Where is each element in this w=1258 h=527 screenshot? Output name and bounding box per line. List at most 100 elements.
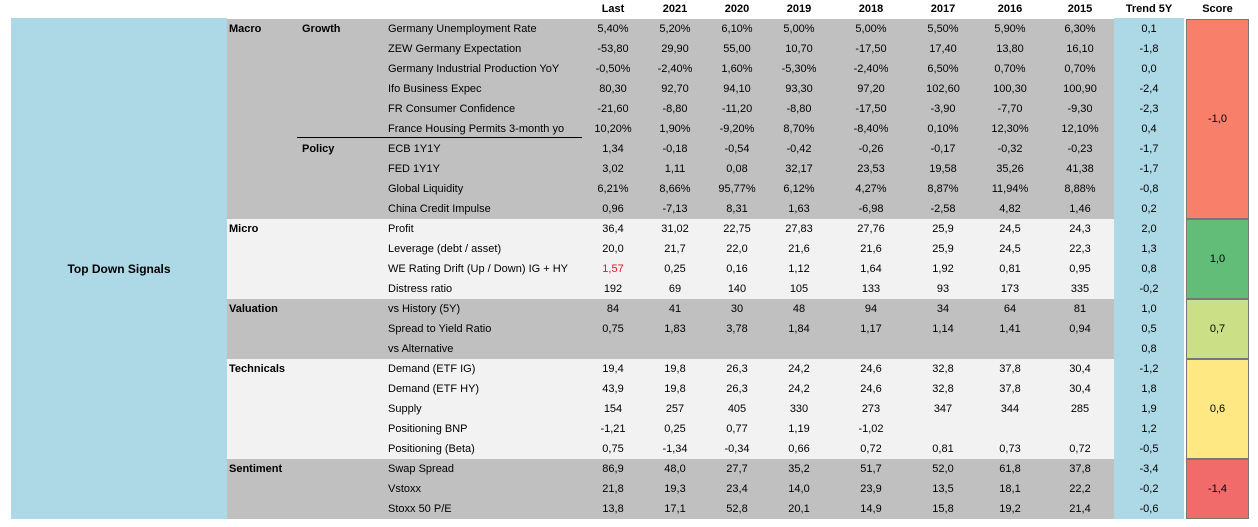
row-value-cell: 14,0 xyxy=(788,483,810,495)
row-subcategory xyxy=(302,39,382,59)
row-value-cell: 81 xyxy=(1073,303,1087,315)
row-value-cell: 4,27% xyxy=(855,183,887,195)
row-value-cell: 94 xyxy=(864,303,878,315)
score-value: -1,0 xyxy=(1208,113,1227,125)
row-indicator-name: Positioning BNP xyxy=(388,423,468,435)
row-subcategory xyxy=(302,459,382,479)
trend-5y-value: 0,8 xyxy=(1141,263,1157,275)
row-indicator-name: Germany Industrial Production YoY xyxy=(388,63,560,75)
row-subcategory xyxy=(302,79,382,99)
trend-5y-value: -2,4 xyxy=(1139,83,1159,95)
row-indicator-name: France Housing Permits 3-month yo xyxy=(388,123,565,135)
row-category xyxy=(229,199,299,219)
row-value-cell: 192 xyxy=(603,283,623,295)
row-value-cell: 6,12% xyxy=(783,183,815,195)
row-category xyxy=(229,499,299,519)
row-value-cell: -7,13 xyxy=(662,203,688,215)
row-value-cell: 0,96 xyxy=(602,203,624,215)
row-value-cell: 16,10 xyxy=(1066,43,1094,55)
header-trend-5y: Trend 5Y xyxy=(1125,3,1173,15)
row-value-cell: 22,2 xyxy=(1069,483,1091,495)
row-value-cell: 5,20% xyxy=(659,23,691,35)
table-row: Positioning BNP -1,21 0,25 0,77 1,19 -1,02 xyxy=(227,419,1114,439)
row-value-cell: 19,3 xyxy=(664,483,686,495)
row-value-cell: 344 xyxy=(1000,403,1020,415)
row-value-cell: 0,75 xyxy=(602,323,624,335)
row-category xyxy=(229,99,299,119)
row-value-cell: 24,6 xyxy=(860,363,882,375)
row-value-cell: 0,16 xyxy=(726,263,748,275)
table-row: Ifo Business Expec 80,30 92,70 94,10 93,30 97… xyxy=(227,79,1114,99)
row-subcategory xyxy=(302,479,382,499)
row-value-cell: 32,8 xyxy=(932,383,954,395)
row-value-cell: 0,81 xyxy=(999,263,1021,275)
row-value-cell: -9,20% xyxy=(719,123,755,135)
row-category xyxy=(229,379,299,399)
row-value-cell: 21,8 xyxy=(602,483,624,495)
row-indicator-name: Positioning (Beta) xyxy=(388,443,475,455)
row-value-cell: 0,77 xyxy=(726,423,748,435)
row-subcategory xyxy=(302,299,382,319)
trend-5y-value: -1,7 xyxy=(1139,143,1159,155)
row-value-cell: 19,8 xyxy=(664,383,686,395)
row-subcategory xyxy=(302,219,382,239)
row-value-cell: 11,94% xyxy=(991,183,1029,195)
row-value-cell xyxy=(974,339,1046,359)
row-value-cell: 1,84 xyxy=(788,323,810,335)
table-row: Demand (ETF HY) 43,9 19,8 26,3 24,2 24,6 32,8 3… xyxy=(227,379,1114,399)
row-value-cell: 17,1 xyxy=(664,503,686,515)
row-value-cell: -3,90 xyxy=(930,103,956,115)
row-value-cell: 154 xyxy=(603,403,623,415)
row-indicator-name: Demand (ETF IG) xyxy=(388,363,476,375)
row-subcategory xyxy=(302,499,382,519)
row-subcategory xyxy=(302,439,382,459)
trend-5y-value: 1,2 xyxy=(1141,423,1157,435)
row-indicator-name: Germany Unemployment Rate xyxy=(388,23,537,35)
row-value-cell: -0,42 xyxy=(786,143,812,155)
row-subcategory xyxy=(302,379,382,399)
row-value-cell: 10,20% xyxy=(594,123,632,135)
row-value-cell: 95,77% xyxy=(718,183,756,195)
row-category xyxy=(229,59,299,79)
score-block: 0,7 xyxy=(1186,299,1249,359)
row-value-cell: 330 xyxy=(789,403,809,415)
trend-5y-value: -0,8 xyxy=(1139,183,1159,195)
row-value-cell: 105 xyxy=(789,283,809,295)
row-value-cell: -53,80 xyxy=(597,43,629,55)
row-indicator-name: WE Rating Drift (Up / Down) IG + HY xyxy=(388,263,569,275)
row-value-cell: 0,08 xyxy=(726,163,748,175)
row-value-cell: 347 xyxy=(933,403,953,415)
row-value-cell: 1,60% xyxy=(721,63,753,75)
row-value-cell: 5,50% xyxy=(927,23,959,35)
row-value-cell: 335 xyxy=(1070,283,1090,295)
table-row: Global Liquidity 6,21% 8,66% 95,77% 6,12% 4,2… xyxy=(227,179,1114,199)
row-value-cell: 21,6 xyxy=(860,243,882,255)
row-value-cell: 6,10% xyxy=(721,23,753,35)
row-value-cell: 93,30 xyxy=(785,83,813,95)
row-indicator-name: FR Consumer Confidence xyxy=(388,103,516,115)
row-value-cell: 0,70% xyxy=(1064,63,1096,75)
row-value-cell: 43,9 xyxy=(602,383,624,395)
row-value-cell: -0,26 xyxy=(858,143,884,155)
row-indicator-name: Stoxx 50 P/E xyxy=(388,503,452,515)
row-subcategory: Policy xyxy=(302,143,335,155)
row-indicator-name: Spread to Yield Ratio xyxy=(388,323,492,335)
score-block: 1,0 xyxy=(1186,219,1249,299)
row-value-cell: 1,57 xyxy=(602,263,624,275)
row-value-cell: 26,3 xyxy=(726,363,748,375)
row-value-cell: 1,34 xyxy=(602,143,624,155)
row-value-cell: 37,8 xyxy=(999,363,1021,375)
row-subcategory xyxy=(302,359,382,379)
header-2021: 2021 xyxy=(662,3,688,15)
row-value-cell xyxy=(1046,339,1114,359)
row-value-cell: -17,50 xyxy=(855,103,887,115)
row-subcategory xyxy=(302,279,382,299)
table-row: WE Rating Drift (Up / Down) IG + HY 1,57 0… xyxy=(227,259,1114,279)
row-subcategory xyxy=(302,259,382,279)
row-indicator-name: ECB 1Y1Y xyxy=(388,143,441,155)
row-value-cell xyxy=(706,339,768,359)
score-block: -1,4 xyxy=(1186,459,1249,519)
trend-5y-value: 1,9 xyxy=(1141,403,1157,415)
row-category xyxy=(229,319,299,339)
row-value-cell: 1,41 xyxy=(999,323,1021,335)
